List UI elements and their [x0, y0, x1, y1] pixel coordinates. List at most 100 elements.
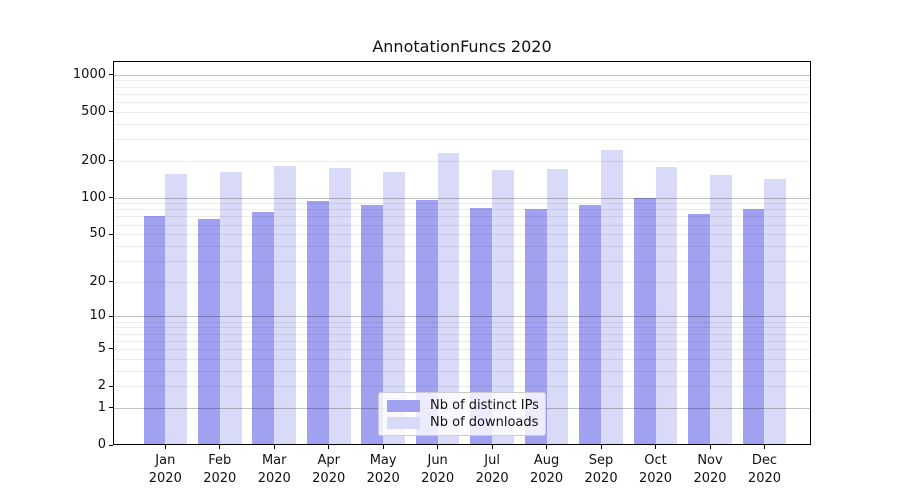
y-tick-label: 1 [97, 399, 106, 415]
bar-distinct-ips [361, 204, 384, 445]
grid-line-minor [114, 124, 810, 125]
grid-line-minor [114, 234, 810, 235]
y-tick-mark [109, 385, 113, 387]
x-tick-label: Nov 2020 [693, 453, 727, 486]
x-tick-label: Mar 2020 [257, 453, 291, 486]
grid-line-minor [114, 87, 810, 88]
bar-downloads [274, 165, 297, 445]
grid-line-minor [114, 349, 810, 350]
spine-top [113, 61, 811, 62]
bar-distinct-ips [742, 208, 765, 445]
x-tick-mark [763, 445, 765, 449]
spine-left [113, 61, 114, 445]
grid-line-minor [114, 261, 810, 262]
chart-title: AnnotationFuncs 2020 [372, 37, 552, 56]
y-tick-mark [109, 315, 113, 317]
x-tick-label: Dec 2020 [747, 453, 782, 486]
y-tick-label: 1000 [72, 66, 106, 82]
grid-line-minor [114, 334, 810, 335]
y-tick-mark [109, 160, 113, 162]
x-tick-label: Jan 2020 [148, 453, 182, 486]
bar-downloads [383, 171, 405, 445]
y-tick-mark [109, 74, 113, 76]
bar-distinct-ips [633, 197, 656, 445]
plot-area [113, 61, 811, 445]
y-tick-mark [109, 233, 113, 235]
x-tick-label: Oct 2020 [638, 453, 673, 486]
grid-line-minor [114, 139, 810, 140]
x-tick-mark [273, 445, 275, 449]
grid-line-major [114, 316, 810, 317]
legend-item-downloads: Nb of downloads [387, 415, 539, 431]
legend-item-distinct-ips: Nb of distinct IPs [387, 398, 539, 414]
grid-line-major [114, 198, 810, 199]
x-tick-mark [328, 445, 330, 449]
spine-bottom [113, 444, 811, 445]
legend-swatch-downloads-icon [387, 416, 420, 429]
grid-line-minor [114, 322, 810, 323]
x-tick-label: May 2020 [366, 453, 400, 486]
y-tick-label: 50 [89, 226, 106, 242]
x-tick-mark [491, 445, 493, 449]
bar-downloads [764, 178, 787, 445]
bar-distinct-ips [579, 204, 602, 445]
grid-line-minor [114, 359, 810, 360]
bar-downloads [655, 167, 678, 445]
bar-downloads [219, 171, 242, 445]
grid-line-minor [114, 225, 810, 226]
x-tick-label: Sep 2020 [584, 453, 618, 486]
x-tick-label: Feb 2020 [203, 453, 237, 486]
spine-right [810, 61, 811, 445]
bar-downloads [546, 169, 569, 445]
y-tick-mark [109, 348, 113, 350]
grid-line-minor [114, 282, 810, 283]
grid-line-minor [114, 386, 810, 387]
y-tick-label: 500 [81, 103, 106, 119]
x-tick-mark [709, 445, 711, 449]
grid-line-minor [114, 80, 810, 81]
y-tick-label: 5 [97, 340, 106, 356]
bar-downloads [492, 169, 514, 445]
grid-line-minor [114, 327, 810, 328]
bar-downloads [710, 175, 732, 445]
bar-distinct-ips [197, 218, 220, 445]
legend-swatch-ips-icon [387, 399, 420, 412]
grid-line-minor [114, 246, 810, 247]
y-tick-label: 0 [97, 437, 106, 452]
grid-line-minor [114, 112, 810, 113]
y-tick-label: 2 [97, 378, 106, 394]
bar-downloads [165, 174, 188, 445]
grid-line-major [114, 75, 810, 76]
x-tick-mark [546, 445, 548, 449]
y-tick-mark [109, 197, 113, 199]
y-tick-label: 10 [89, 308, 106, 324]
x-tick-mark [164, 445, 166, 449]
bar-distinct-ips [415, 200, 438, 445]
grid-line-minor [114, 341, 810, 342]
grid-line-minor [114, 161, 810, 162]
grid-line-minor [114, 94, 810, 95]
x-tick-mark [382, 445, 384, 449]
grid-line-minor [114, 216, 810, 217]
bar-distinct-ips [688, 213, 710, 445]
x-tick-label: Jun 2020 [421, 453, 455, 486]
bar-downloads [328, 168, 351, 445]
bar-distinct-ips [252, 212, 275, 445]
x-tick-mark [437, 445, 439, 449]
bar-downloads [601, 150, 623, 445]
y-tick-label: 20 [89, 273, 106, 289]
grid-line-minor [114, 203, 810, 204]
legend-label-downloads: Nb of downloads [430, 415, 539, 430]
legend-label-ips: Nb of distinct IPs [430, 398, 539, 413]
x-tick-label: Aug 2020 [530, 453, 564, 486]
bar-distinct-ips [524, 209, 547, 445]
x-tick-mark [600, 445, 602, 449]
bar-distinct-ips [143, 215, 166, 445]
x-tick-label: Apr 2020 [312, 453, 346, 486]
y-tick-label: 200 [81, 152, 106, 168]
x-tick-label: Jul 2020 [475, 453, 509, 486]
grid-line-minor [114, 209, 810, 210]
bar-downloads [437, 152, 460, 445]
y-tick-mark [109, 281, 113, 283]
